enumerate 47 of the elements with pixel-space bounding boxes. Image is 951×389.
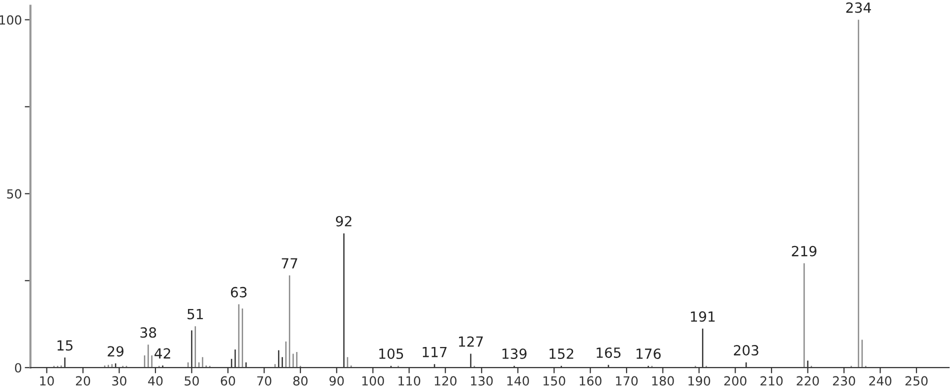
y-tick-label: 50 bbox=[7, 189, 22, 199]
x-tick-label: 170 bbox=[616, 376, 638, 386]
x-tick-label: 190 bbox=[688, 376, 710, 386]
annotation: 191 bbox=[690, 311, 715, 322]
x-tick-label: 30 bbox=[112, 376, 126, 386]
x-tick-label: 80 bbox=[293, 376, 308, 386]
annotation: 77 bbox=[282, 258, 298, 268]
annotation: 105 bbox=[379, 348, 404, 360]
x-tick-label: 130 bbox=[471, 376, 493, 386]
x-tick-label: 150 bbox=[544, 376, 566, 386]
x-tick-label: 40 bbox=[148, 376, 163, 386]
x-tick-label: 10 bbox=[40, 376, 54, 386]
annotation: 234 bbox=[846, 2, 871, 13]
y-tick-label: 0 bbox=[14, 363, 22, 373]
x-tick-label: 140 bbox=[507, 376, 529, 386]
x-tick-label: 220 bbox=[796, 376, 819, 386]
annotation: 139 bbox=[502, 348, 527, 360]
x-tick-label: 120 bbox=[434, 376, 456, 386]
annotation: 29 bbox=[108, 346, 124, 357]
x-tick-label: 230 bbox=[832, 376, 856, 386]
x-tick-label: 60 bbox=[220, 376, 236, 386]
x-tick-label: 20 bbox=[76, 376, 90, 386]
annotation: 51 bbox=[188, 309, 203, 320]
annotation: 203 bbox=[734, 345, 758, 356]
y-tick-label: 100 bbox=[0, 15, 22, 25]
x-tick-label: 70 bbox=[257, 376, 272, 386]
annotation: 117 bbox=[422, 346, 447, 358]
annotation: 38 bbox=[140, 327, 156, 338]
x-tick-label: 180 bbox=[652, 376, 674, 386]
x-tick-label: 160 bbox=[580, 376, 602, 386]
annotation: 165 bbox=[596, 347, 620, 358]
annotation: 152 bbox=[550, 348, 574, 360]
x-tick-label: 110 bbox=[398, 376, 420, 386]
x-tick-label: 250 bbox=[905, 376, 928, 386]
x-tick-label: 50 bbox=[184, 376, 199, 386]
annotation: 176 bbox=[636, 348, 661, 360]
annotation: 42 bbox=[154, 348, 170, 358]
x-tick-label: 210 bbox=[760, 376, 783, 386]
x-tick-label: 90 bbox=[329, 376, 344, 386]
annotation: 15 bbox=[58, 340, 72, 351]
annotation: 63 bbox=[230, 286, 247, 298]
annotation: 219 bbox=[792, 246, 816, 256]
x-tick-label: 240 bbox=[869, 376, 892, 386]
annotation: 127 bbox=[459, 336, 483, 347]
x-tick-label: 100 bbox=[362, 376, 384, 386]
x-tick-label: 200 bbox=[724, 376, 746, 386]
annotation: 92 bbox=[336, 216, 352, 226]
